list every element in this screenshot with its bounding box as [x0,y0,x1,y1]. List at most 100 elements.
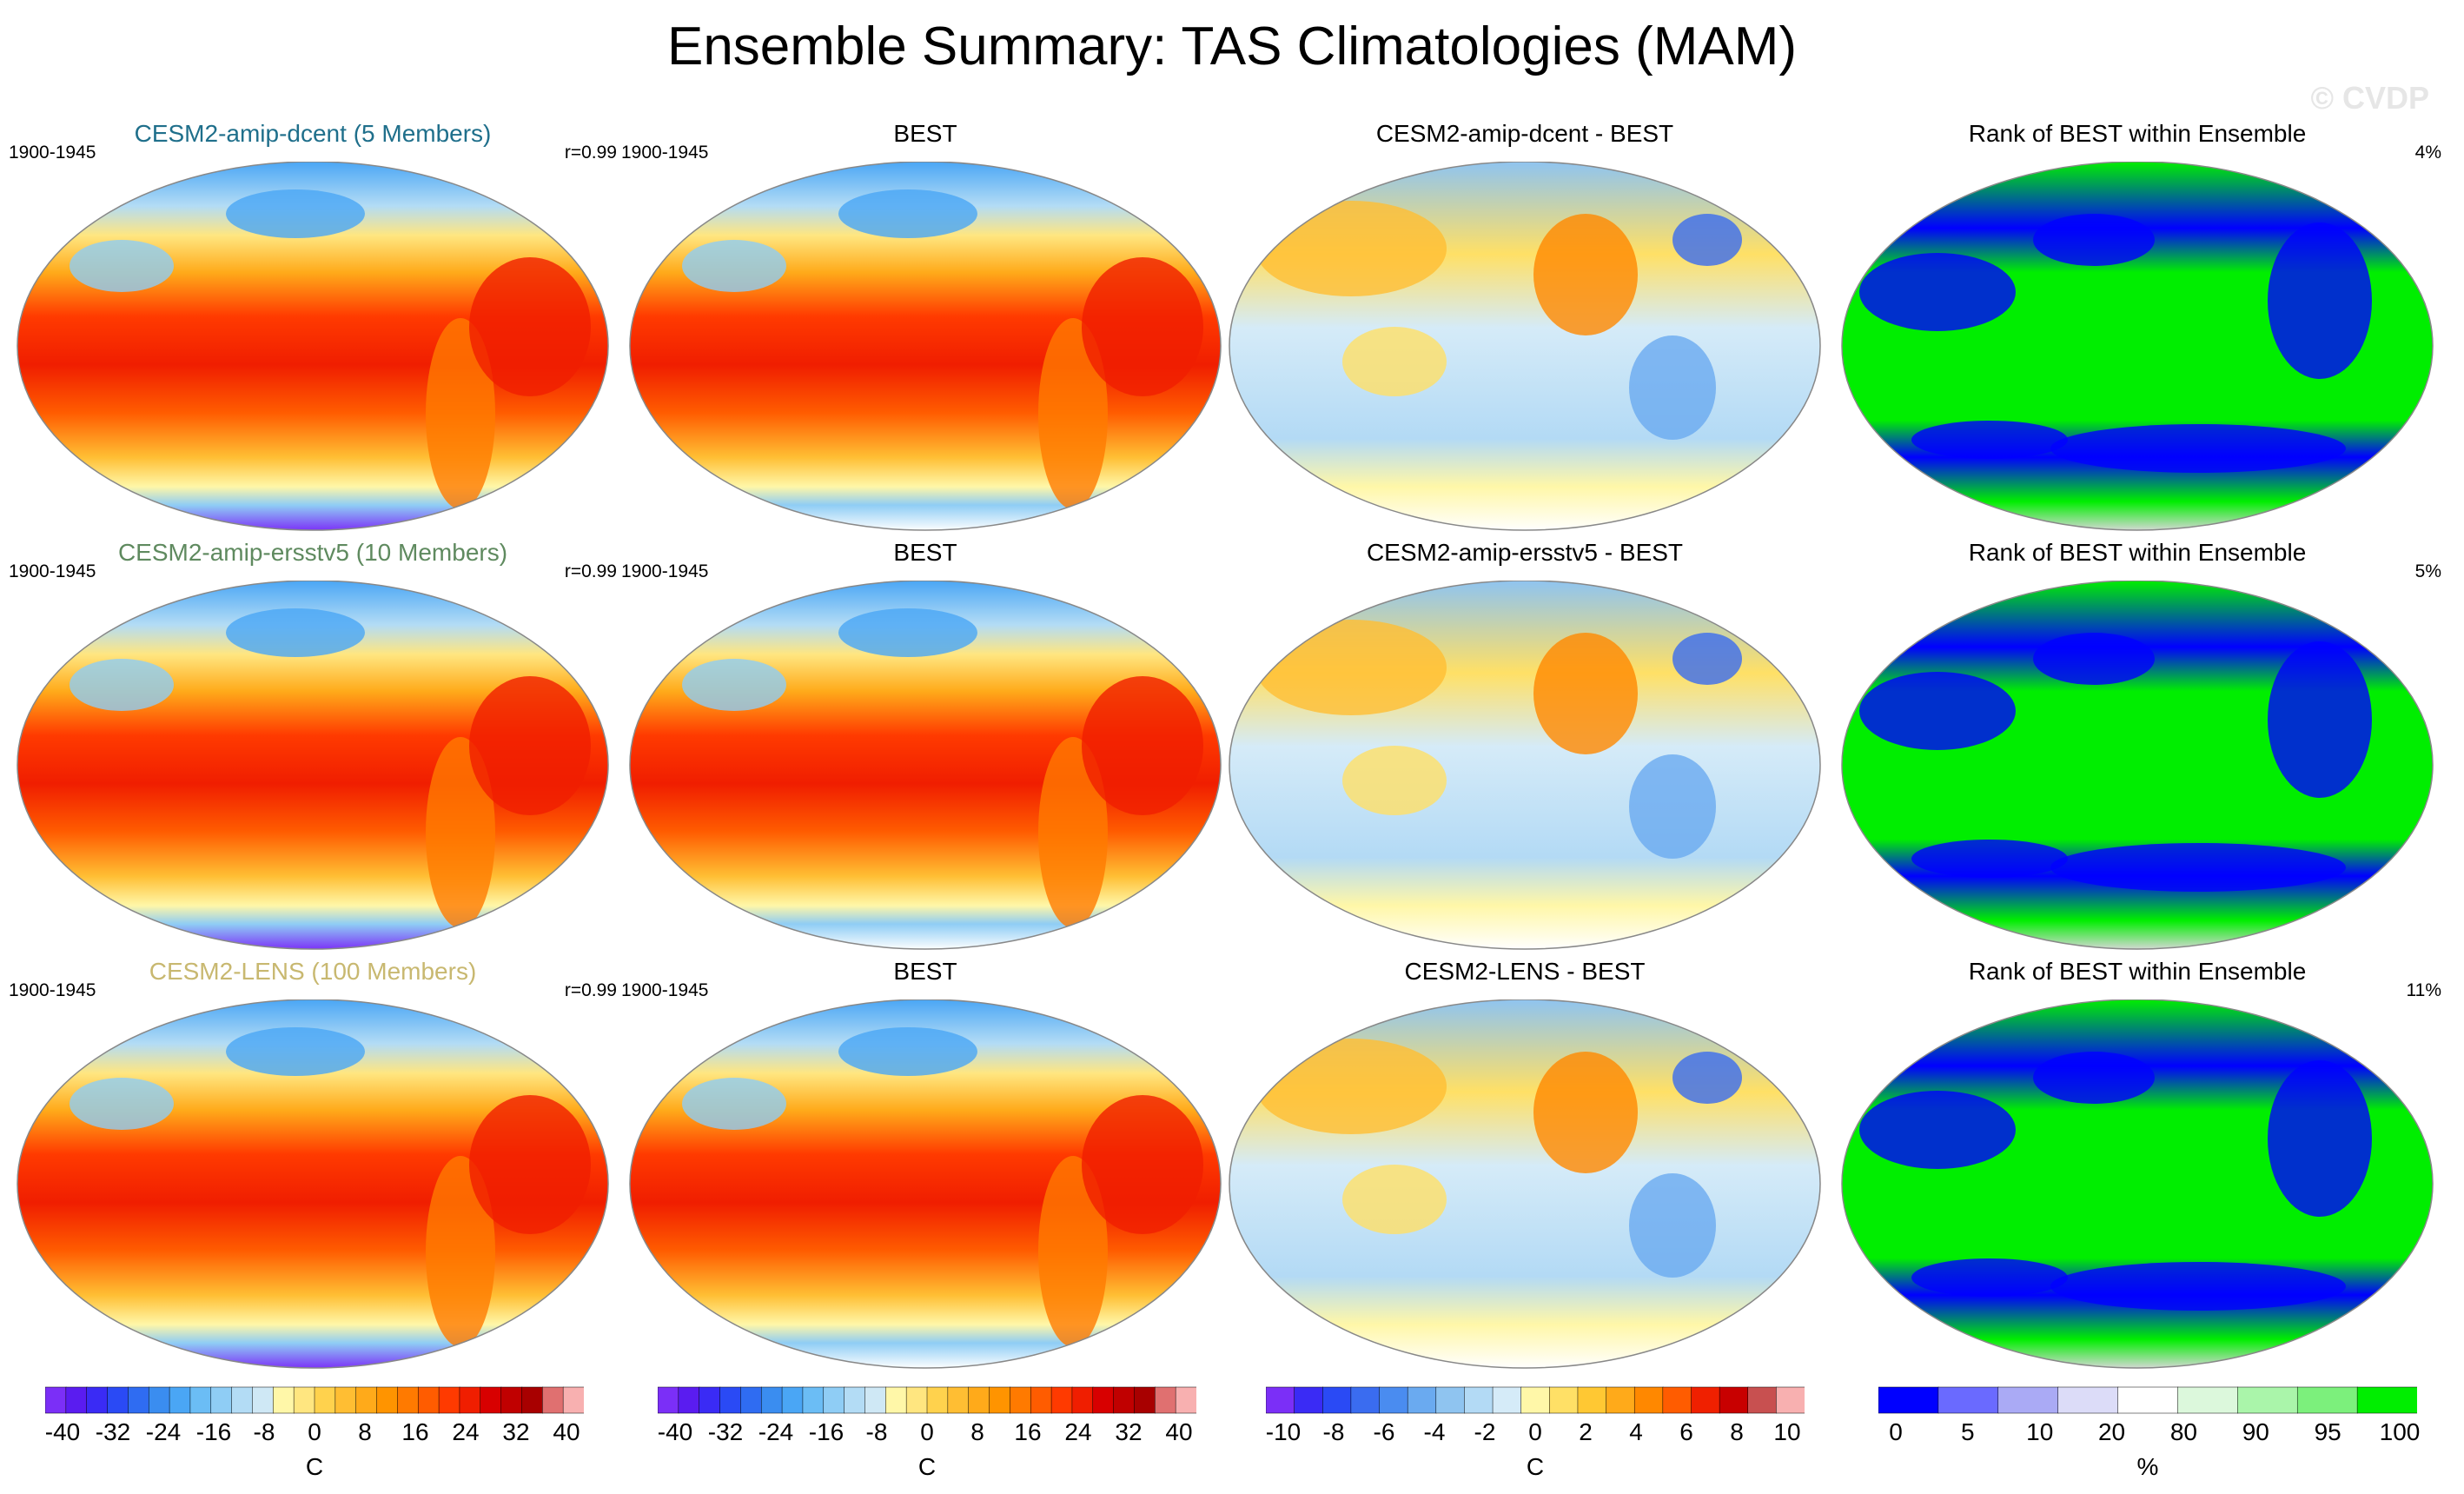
rank-percent-label: 4% [2414,143,2441,163]
colorbar-swatch [864,1386,887,1414]
colorbar-tick-label: -16 [195,1418,232,1445]
colorbar-obs: -40 -32 -24 -16 -8 0 8 16 24 32 40 C [657,1385,1197,1490]
colorbar-tick-label: 32 [1115,1418,1143,1445]
colorbar-tick-label: -24 [145,1418,182,1445]
colorbar-swatch [905,1386,928,1414]
colorbar-swatch [562,1386,585,1414]
model-map-2 [17,581,609,950]
colorbar-swatch [334,1386,357,1414]
model-panel-title: CESM2-amip-dcent (5 Members) [134,120,492,147]
diff-map-2 [1229,581,1821,950]
colorbar-swatch [1175,1386,1197,1414]
colorbar-tick-label: -4 [1423,1418,1446,1445]
figure-title: Ensemble Summary: TAS Climatologies (MAM… [666,17,1798,76]
period-label: 1900-1945 [621,980,709,1000]
colorbar-swatch [1662,1386,1692,1414]
colorbar-tick-label: -16 [808,1418,845,1445]
correlation-label: r=0.99 [564,143,617,163]
colorbar-tick-label: -8 [253,1418,275,1445]
colorbar-swatch [459,1386,481,1414]
colorbar-swatch [781,1386,804,1414]
colorbar-swatch [44,1386,67,1414]
colorbar-tick-label: -8 [865,1418,888,1445]
colorbar-swatch [438,1386,460,1414]
colorbar-tick-label: -32 [707,1418,744,1445]
colorbar-swatch [740,1386,762,1414]
colorbar-swatch [1294,1386,1324,1414]
colorbar-obs-units: C [917,1453,937,1480]
colorbar-swatch [1577,1386,1607,1414]
colorbar-swatch [355,1386,378,1414]
colorbar-swatch [1265,1386,1295,1414]
model-map-1 [17,162,609,531]
diff-panel-3: CESM2-LENS - BEST [1221,958,1829,1369]
colorbar-swatch [1606,1386,1635,1414]
colorbar-tick-label: 8 [358,1418,372,1445]
colorbar-swatch [844,1386,866,1414]
colorbar-swatch [65,1386,88,1414]
model-map-3 [17,999,609,1369]
colorbar-swatch [1747,1386,1778,1414]
colorbar-tick-label: 95 [2314,1418,2341,1445]
colorbar-tick-label: 0 [1889,1418,1903,1445]
colorbar-swatch [273,1386,295,1414]
period-label: 1900-1945 [9,980,96,1000]
colorbar-swatch [148,1386,170,1414]
colorbar-swatch [678,1386,700,1414]
diff-panel-title: CESM2-LENS - BEST [1404,958,1646,985]
colorbar-model: -40 -32 -24 -16 -8 0 8 16 24 32 40 C [44,1385,585,1490]
colorbar-tick-label: 20 [2097,1418,2126,1445]
colorbar-swatch [1549,1386,1579,1414]
rank-map-2 [1841,581,2434,950]
colorbar-swatch [968,1386,990,1414]
colorbar-swatch [500,1386,523,1414]
period-label: 1900-1945 [621,143,709,163]
colorbar-model-units: C [305,1453,324,1480]
diff-panel-1: CESM2-amip-dcent - BEST [1221,120,1829,531]
colorbar-tick-label: 10 [1773,1418,1801,1445]
period-label: 1900-1945 [9,143,96,163]
colorbar-swatch [1113,1386,1136,1414]
colorbar-swatch [1379,1386,1408,1414]
obs-panel-title: BEST [893,539,957,566]
colorbar-tick-label: 40 [1165,1418,1193,1445]
colorbar-rank-units: % [2136,1453,2159,1480]
colorbar-tick-label: -32 [95,1418,131,1445]
colorbar-tick-label: 100 [2379,1418,2421,1445]
colorbar-swatch [417,1386,440,1414]
colorbar-swatch [1878,1386,1939,1414]
colorbar-swatch [2296,1386,2358,1414]
colorbar-swatch [1776,1386,1805,1414]
colorbar-swatch [885,1386,907,1414]
rank-panel-title: Rank of BEST within Ensemble [1968,958,2307,985]
colorbar-model-swatches [44,1386,585,1414]
colorbar-tick-label: 4 [1629,1418,1643,1445]
colorbar-tick-label: -6 [1373,1418,1395,1445]
colorbar-tick-label: 0 [308,1418,321,1445]
colorbar-swatch [1719,1386,1749,1414]
colorbar-tick-label: -10 [1265,1418,1302,1445]
model-panel-2: CESM2-amip-ersstv5 (10 Members) 1900-1945… [9,539,617,950]
colorbar-swatch [1155,1386,1176,1414]
colorbar-swatch [1464,1386,1494,1414]
colorbar-tick-label: -24 [758,1418,794,1445]
diff-panel-title: CESM2-amip-ersstv5 - BEST [1366,539,1684,566]
colorbar-tick-label: -2 [1474,1418,1496,1445]
colorbar-tick-label: 80 [2169,1418,2197,1445]
colorbar-rank: 0 5 10 20 80 90 95 100 % [1878,1385,2420,1490]
colorbar-swatch [989,1386,1011,1414]
model-panel-title: CESM2-amip-ersstv5 (10 Members) [117,539,508,566]
colorbar-swatch [480,1386,502,1414]
rank-percent-label: 11% [2406,980,2441,1000]
colorbar-tick-label: 32 [502,1418,530,1445]
rank-map-1 [1841,162,2434,531]
colorbar-swatch [1633,1386,1664,1414]
colorbar-swatch [521,1386,544,1414]
obs-map-2 [629,581,1222,950]
rank-percent-label: 5% [2414,561,2441,581]
colorbar-swatch [1350,1386,1381,1414]
obs-panel-1: BEST 1900-1945 [621,120,1229,531]
colorbar-tick-label: 0 [920,1418,934,1445]
colorbar-diff: -10 -8 -6 -4 -2 0 2 4 6 8 10 C [1265,1385,1805,1490]
diff-map-1 [1229,162,1821,531]
